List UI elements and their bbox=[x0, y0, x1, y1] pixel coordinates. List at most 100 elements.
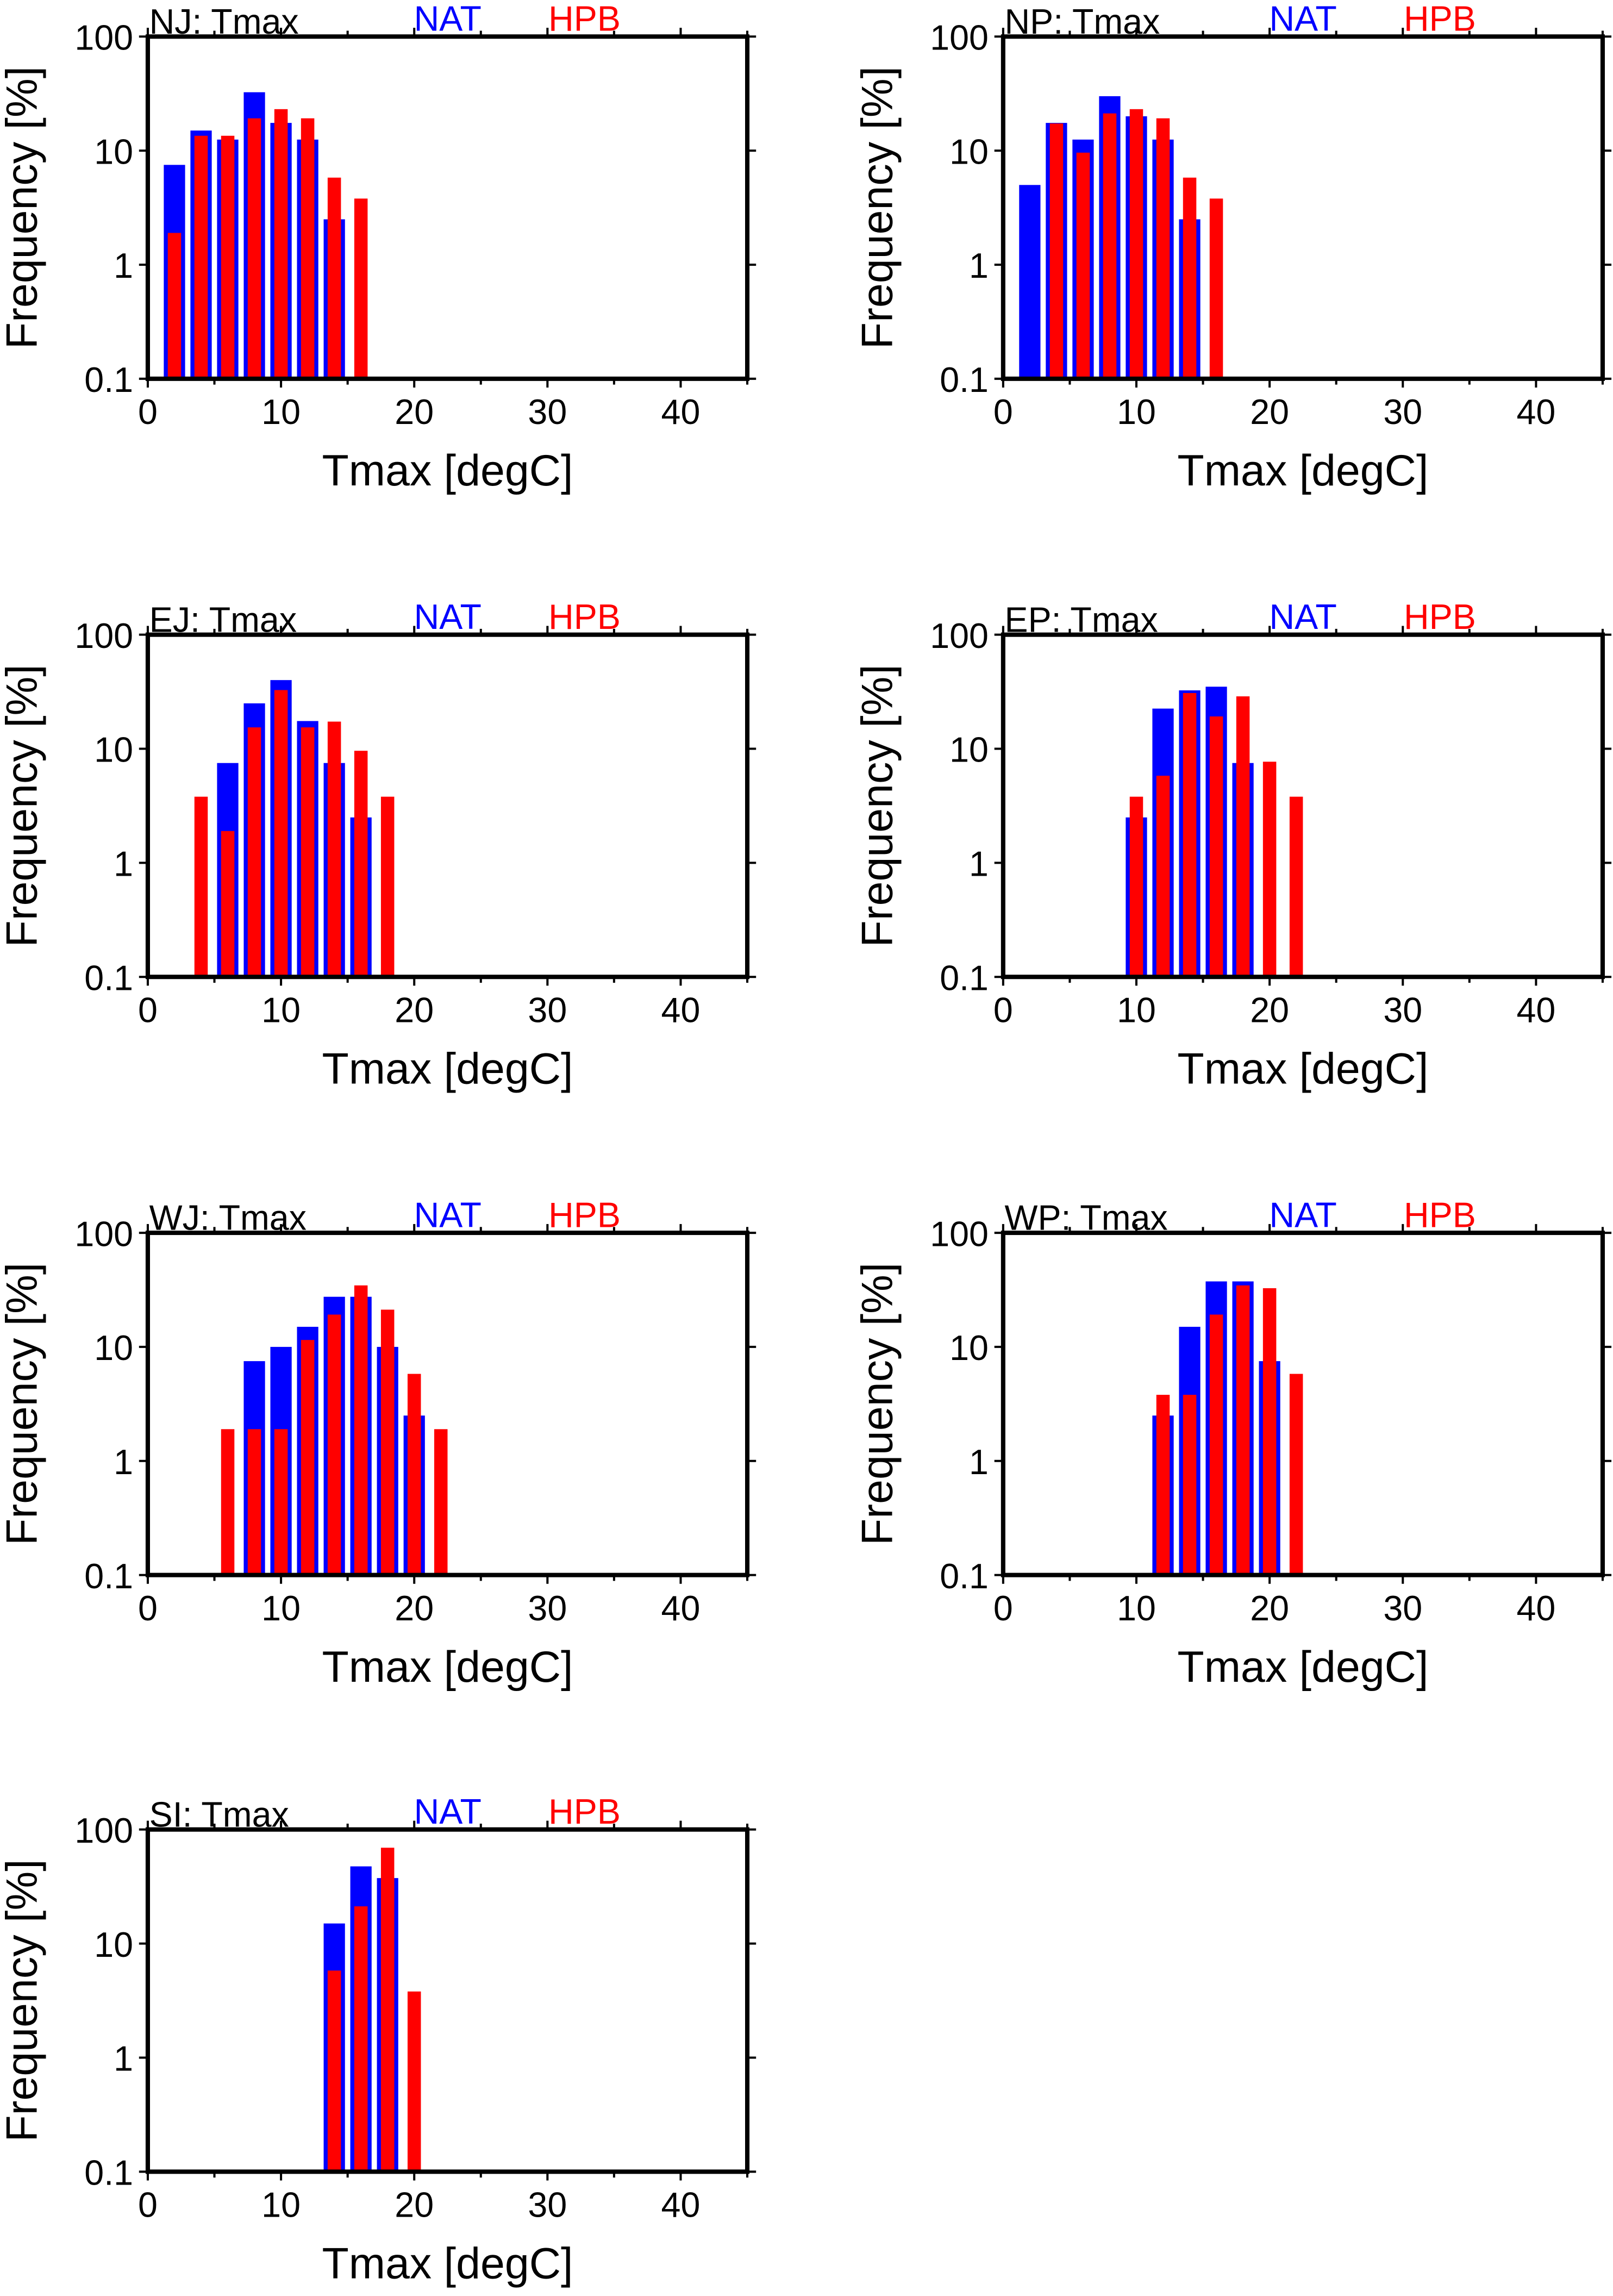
bar-hpb bbox=[434, 1429, 448, 1575]
y-tick-label: 0.1 bbox=[84, 2154, 133, 2193]
x-tick-label: 10 bbox=[261, 392, 301, 432]
legend-hpb: HPB bbox=[548, 1792, 621, 1831]
x-tick-label: 10 bbox=[1117, 1589, 1156, 1628]
y-axis-label: Frequency [%] bbox=[0, 1859, 46, 2142]
y-tick-label: 0.1 bbox=[940, 1557, 989, 1596]
panel-ej: 0 10 20 30 40 0.1 1 10 100 EJ: Tmax NAT HPB Tmax [de… bbox=[0, 597, 757, 1094]
x-tick-label: 40 bbox=[1516, 1589, 1555, 1628]
legend-hpb: HPB bbox=[1404, 597, 1476, 637]
bar-hpb bbox=[1156, 776, 1170, 977]
x-tick-label: 10 bbox=[1117, 392, 1156, 432]
panel-title: NJ: Tmax bbox=[149, 2, 299, 41]
bar-hpb bbox=[354, 1285, 368, 1575]
plot-frame bbox=[145, 632, 750, 979]
y-tick-label: 100 bbox=[74, 18, 133, 57]
bar-hpb bbox=[274, 690, 288, 977]
x-axis-label: Tmax [degC] bbox=[1177, 1643, 1428, 1692]
x-axis-label: Tmax [degC] bbox=[322, 446, 573, 495]
bar-nat bbox=[1019, 185, 1041, 379]
bar-hpb bbox=[1236, 696, 1250, 977]
bar-hpb bbox=[1129, 109, 1143, 379]
panel-title: SI: Tmax bbox=[149, 1795, 289, 1834]
y-axis-label: Frequency [%] bbox=[853, 1263, 902, 1545]
bar-hpb bbox=[247, 1429, 261, 1575]
x-tick-label: 10 bbox=[261, 2186, 301, 2225]
bar-hpb bbox=[194, 135, 208, 379]
y-tick-label: 10 bbox=[94, 1328, 133, 1368]
x-axis-label: Tmax [degC] bbox=[1177, 446, 1428, 495]
bar-hpb bbox=[380, 796, 395, 977]
y-tick-label: 1 bbox=[114, 1443, 133, 1482]
bar-hpb bbox=[274, 1429, 288, 1575]
plot-frame bbox=[145, 34, 750, 381]
panel-title: EP: Tmax bbox=[1005, 600, 1158, 639]
x-tick-label: 30 bbox=[528, 392, 567, 432]
x-tick-label: 40 bbox=[661, 991, 701, 1030]
bar-hpb bbox=[1156, 1395, 1170, 1575]
legend-nat: NAT bbox=[414, 1792, 482, 1831]
bar-hpb bbox=[301, 1340, 315, 1575]
x-tick-label: 40 bbox=[1516, 991, 1555, 1030]
legend-hpb: HPB bbox=[548, 0, 621, 38]
x-axis-label: Tmax [degC] bbox=[322, 1045, 573, 1094]
x-tick-label: 40 bbox=[661, 392, 701, 432]
y-tick-label: 100 bbox=[930, 616, 989, 656]
x-tick-label: 0 bbox=[138, 2186, 158, 2225]
panel-wp: 0 10 20 30 40 0.1 1 10 100 WP: Tmax NAT HPB Tmax [de… bbox=[853, 1195, 1612, 1692]
panel-nj: 0 10 20 30 40 0.1 1 10 100 NJ: Tmax NAT HPB Tmax [de… bbox=[0, 0, 757, 495]
y-axis-label: Frequency [%] bbox=[853, 66, 902, 349]
x-tick-label: 40 bbox=[1516, 392, 1555, 432]
panel-np: 0 10 20 30 40 0.1 1 10 100 NP: Tmax NAT HPB Tmax [de… bbox=[853, 0, 1612, 495]
bar-hpb bbox=[327, 177, 341, 379]
y-axis-label: Frequency [%] bbox=[0, 664, 46, 947]
bar-hpb bbox=[301, 727, 315, 977]
plot-frame bbox=[1001, 34, 1605, 381]
bar-hpb bbox=[1183, 177, 1197, 379]
y-tick-label: 10 bbox=[94, 731, 133, 770]
legend-nat: NAT bbox=[414, 1195, 482, 1234]
bar-hpb bbox=[354, 1906, 368, 2172]
panel-wj: 0 10 20 30 40 0.1 1 10 100 WJ: Tmax NAT HPB Tmax [de… bbox=[0, 1195, 757, 1692]
bar-hpb bbox=[327, 721, 341, 977]
bar-hpb bbox=[327, 1314, 341, 1575]
x-axis-label: Tmax [degC] bbox=[1177, 1045, 1428, 1094]
x-tick-label: 20 bbox=[395, 1589, 434, 1628]
y-axis-label: Frequency [%] bbox=[0, 66, 46, 349]
panel-si: 0 10 20 30 40 0.1 1 10 100 SI: Tmax NAT HPB Tmax [de… bbox=[0, 1792, 757, 2288]
bar-hpb bbox=[1209, 716, 1223, 977]
bar-hpb bbox=[221, 831, 235, 977]
x-tick-label: 20 bbox=[1250, 991, 1289, 1030]
x-axis-label: Tmax [degC] bbox=[322, 2239, 573, 2288]
y-tick-label: 1 bbox=[114, 2039, 133, 2079]
x-tick-label: 30 bbox=[1383, 1589, 1422, 1628]
bar-hpb bbox=[247, 118, 261, 379]
y-axis-label: Frequency [%] bbox=[0, 1263, 46, 1545]
x-tick-label: 10 bbox=[261, 1589, 301, 1628]
y-tick-label: 0.1 bbox=[84, 360, 133, 400]
panel-title: EJ: Tmax bbox=[149, 600, 297, 639]
x-tick-label: 0 bbox=[138, 1589, 158, 1628]
y-tick-label: 10 bbox=[949, 731, 989, 770]
y-tick-label: 1 bbox=[114, 246, 133, 285]
y-tick-label: 0.1 bbox=[84, 958, 133, 997]
bar-hpb bbox=[1209, 1314, 1223, 1575]
bar-hpb bbox=[1129, 796, 1143, 977]
plot-frame bbox=[1001, 1231, 1605, 1577]
y-tick-label: 10 bbox=[949, 1328, 989, 1368]
panel-ep: 0 10 20 30 40 0.1 1 10 100 EP: Tmax NAT HPB Tmax [de… bbox=[853, 597, 1612, 1094]
x-tick-label: 0 bbox=[993, 991, 1013, 1030]
bar-hpb bbox=[1156, 118, 1170, 379]
x-tick-label: 30 bbox=[528, 1589, 567, 1628]
bar-hpb bbox=[380, 1848, 395, 2172]
legend-nat: NAT bbox=[414, 0, 482, 38]
bar-hpb bbox=[327, 1970, 341, 2172]
y-tick-label: 100 bbox=[930, 1214, 989, 1253]
panel-title: WP: Tmax bbox=[1005, 1199, 1168, 1238]
x-tick-label: 40 bbox=[661, 2186, 701, 2225]
bar-hpb bbox=[1289, 1374, 1303, 1575]
bar-hpb bbox=[1076, 152, 1090, 379]
x-tick-label: 40 bbox=[661, 1589, 701, 1628]
legend-nat: NAT bbox=[414, 597, 482, 637]
bar-hpb bbox=[1289, 796, 1303, 977]
